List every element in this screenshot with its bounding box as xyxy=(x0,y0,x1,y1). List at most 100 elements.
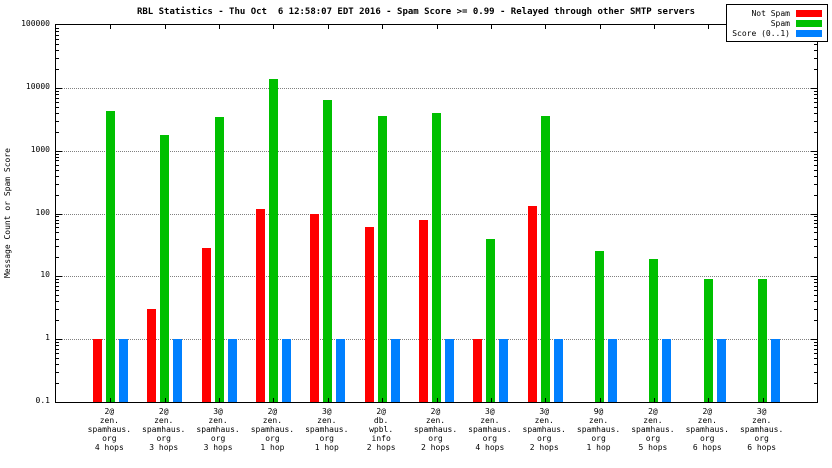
y-minor-tick xyxy=(56,246,59,248)
x-tick-label: 9@ zen. spamhaus. org 1 hop xyxy=(570,407,628,452)
y-minor-tick xyxy=(814,345,817,347)
y-major-tick xyxy=(56,276,62,278)
bar-not-spam-6 xyxy=(364,227,374,402)
legend-swatch-spam-icon xyxy=(796,19,822,27)
x-tick-label-line: zen. xyxy=(99,416,119,425)
x-tick-label-line: 5 hops xyxy=(638,443,668,452)
bar-spam-12 xyxy=(703,279,713,402)
bar-score-0-1-5 xyxy=(336,339,346,402)
bar-spam-9 xyxy=(540,115,550,402)
y-minor-tick xyxy=(56,175,59,177)
x-tick-label-line: 3@ xyxy=(485,407,495,416)
x-tick-label-line: org xyxy=(536,434,552,443)
bar-spam-11 xyxy=(649,258,659,402)
x-tick-label-line: org xyxy=(319,434,334,443)
legend-swatch-score-icon xyxy=(796,29,822,37)
y-minor-tick xyxy=(814,175,817,177)
bar-spam-10 xyxy=(595,251,605,402)
x-tick xyxy=(545,398,547,402)
y-minor-tick xyxy=(56,43,59,45)
x-tick-label-line: zen. xyxy=(317,416,337,425)
gridline xyxy=(56,87,817,89)
x-tick xyxy=(436,398,438,402)
y-minor-tick xyxy=(56,372,59,374)
x-tick xyxy=(708,398,710,402)
x-tick-label-line: org xyxy=(700,434,715,443)
bar-score-0-1-7 xyxy=(445,339,454,402)
x-tick-label-line: zen. xyxy=(262,416,283,425)
x-tick-label: 3@ zen. spamhaus. org 6 hops xyxy=(733,407,791,452)
x-tick-label-line: zen. xyxy=(208,416,228,425)
x-tick-label-line: 2@ xyxy=(267,407,278,416)
y-minor-tick xyxy=(56,301,59,303)
legend-item-spam: Spam xyxy=(732,18,822,28)
y-major-tick xyxy=(811,213,817,215)
y-major-tick xyxy=(56,339,62,341)
x-tick xyxy=(545,25,547,29)
x-tick-label-line: org xyxy=(645,434,661,443)
x-tick-label-line: 3@ xyxy=(321,407,332,416)
x-tick-label-line: 3 hops xyxy=(149,443,179,452)
y-minor-tick xyxy=(814,101,817,103)
y-minor-tick xyxy=(56,383,59,385)
x-tick-label-line: spamhaus. xyxy=(468,425,512,434)
y-minor-tick xyxy=(56,120,59,122)
x-tick-label-line: 2@ xyxy=(104,407,115,416)
x-tick-label-line: 2 hops xyxy=(366,443,396,452)
y-minor-tick xyxy=(814,68,817,70)
bar-score-0-1-4 xyxy=(281,339,291,402)
bar-spam-4 xyxy=(268,78,278,402)
x-tick-label: 2@ zen. spamhaus. org 3 hops xyxy=(135,407,193,452)
bar-not-spam-5 xyxy=(310,213,320,402)
y-minor-tick xyxy=(56,50,59,51)
x-tick-label-line: 2@ xyxy=(702,407,713,416)
y-minor-tick xyxy=(56,320,59,322)
x-tick xyxy=(110,398,112,402)
x-tick xyxy=(382,398,384,402)
y-minor-tick xyxy=(56,279,59,281)
bar-not-spam-7 xyxy=(419,219,428,402)
bar-score-0-1-13 xyxy=(771,339,781,402)
x-tick-label-line: 3@ xyxy=(539,407,550,416)
bar-not-spam-1 xyxy=(92,339,102,402)
bar-not-spam-2 xyxy=(147,309,157,402)
x-tick-label-line: org xyxy=(156,434,171,443)
bar-score-0-1-8 xyxy=(499,339,509,402)
x-tick-label-line: 2 hops xyxy=(421,443,450,452)
legend-label-not-spam: Not Spam xyxy=(751,8,790,18)
y-minor-tick xyxy=(56,342,59,344)
y-minor-tick xyxy=(814,153,817,155)
bar-spam-8 xyxy=(486,238,496,402)
y-minor-tick xyxy=(56,282,59,284)
y-minor-tick xyxy=(56,112,59,114)
x-tick xyxy=(599,398,601,402)
y-tick-label: 100 xyxy=(35,207,50,217)
x-tick-label-line: 2@ xyxy=(648,407,658,416)
legend-item-score: Score (0..1) xyxy=(732,28,822,38)
y-minor-tick xyxy=(814,227,817,229)
y-major-tick xyxy=(56,150,62,152)
x-tick-label-line: org xyxy=(102,434,117,443)
y-minor-tick xyxy=(814,257,817,259)
y-minor-tick xyxy=(814,358,817,360)
y-major-tick xyxy=(811,276,817,278)
x-tick-label-line: spamhaus. xyxy=(576,425,621,434)
y-minor-tick xyxy=(814,90,817,92)
y-minor-tick xyxy=(814,353,817,355)
x-tick-label-line: zen. xyxy=(588,416,609,425)
y-minor-tick xyxy=(814,216,817,218)
y-minor-tick xyxy=(56,353,59,355)
bar-score-0-1-12 xyxy=(716,339,726,402)
x-tick-label-line: 1 hop xyxy=(260,443,285,452)
bar-spam-2 xyxy=(160,134,170,402)
x-tick-label: 2@ zen. spamhaus. org 2 hops xyxy=(407,407,465,452)
legend-label-score: Score (0..1) xyxy=(732,28,790,38)
x-tick-label-line: zen. xyxy=(752,416,772,425)
x-tick-label-line: 3 hops xyxy=(203,443,233,452)
y-minor-tick xyxy=(814,183,817,185)
x-tick-label-line: org xyxy=(754,434,769,443)
x-tick-label: 2@ db. wpbl. info 2 hops xyxy=(352,407,410,452)
x-tick xyxy=(708,25,710,29)
x-tick xyxy=(436,25,438,29)
